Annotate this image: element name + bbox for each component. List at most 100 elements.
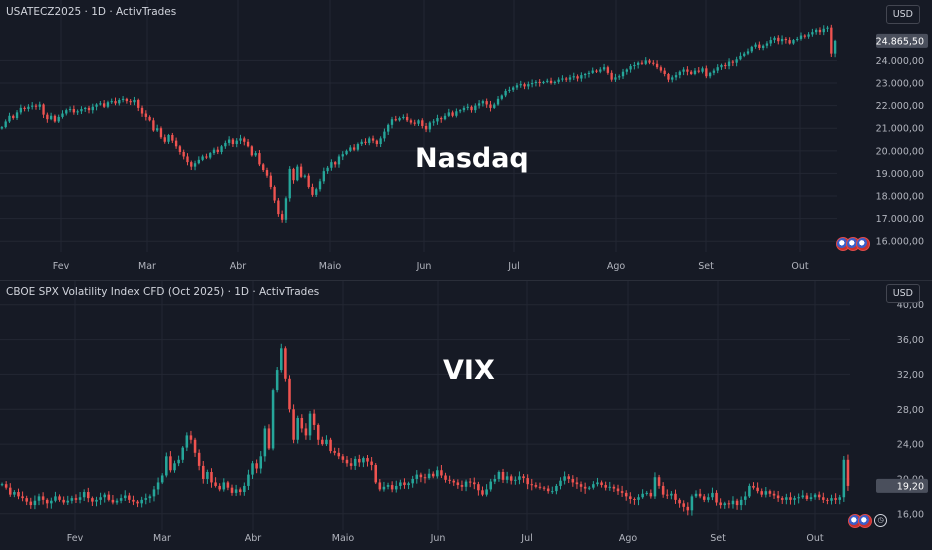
candle-body bbox=[218, 485, 221, 490]
candle-body bbox=[177, 459, 180, 464]
candle-body bbox=[838, 497, 842, 500]
candle-body bbox=[417, 120, 420, 124]
candle-body bbox=[440, 470, 443, 476]
candle-body bbox=[440, 118, 443, 120]
candle-body bbox=[12, 115, 15, 119]
candle-body bbox=[222, 482, 226, 490]
event-markers[interactable]: ◷ bbox=[848, 514, 887, 528]
candle-body bbox=[818, 29, 822, 33]
candle-body bbox=[809, 497, 813, 499]
candle-body bbox=[91, 498, 94, 502]
candle-body bbox=[379, 138, 382, 145]
chart-watermark: Nasdaq bbox=[415, 143, 529, 174]
candle-body bbox=[46, 114, 49, 120]
vix-chart-canvas[interactable]: FevMarAbrMaioJunJulAgoSetOut16,0020,0024… bbox=[0, 281, 932, 550]
candle-body bbox=[258, 153, 261, 165]
candle-body bbox=[345, 459, 349, 464]
candle-body bbox=[604, 485, 607, 488]
candle-body bbox=[462, 107, 466, 111]
candle-body bbox=[413, 122, 416, 124]
candle-body bbox=[640, 62, 644, 64]
candle-body bbox=[144, 498, 148, 500]
candle-body bbox=[678, 71, 681, 76]
candle-body bbox=[587, 487, 591, 489]
candle-body bbox=[329, 439, 332, 452]
candle-body bbox=[119, 498, 123, 501]
candle-body bbox=[682, 503, 685, 507]
pane-divider[interactable] bbox=[0, 280, 932, 281]
candle-body bbox=[618, 76, 621, 78]
candle-body bbox=[518, 476, 521, 480]
candle-body bbox=[19, 107, 23, 113]
x-tick-label: Set bbox=[710, 533, 726, 544]
x-tick-label: Ago bbox=[607, 261, 626, 272]
candle-body bbox=[129, 101, 132, 103]
candle-body bbox=[780, 498, 784, 500]
candle-body bbox=[686, 506, 690, 511]
candle-body bbox=[530, 83, 534, 85]
candle-body bbox=[118, 99, 121, 104]
nasdaq-chart-pane[interactable]: Fev Mar Abr Maio Jun Jul Ago Set Out 16.000,00 17.… bbox=[0, 0, 932, 280]
candle-body bbox=[366, 458, 369, 462]
candle-body bbox=[4, 484, 8, 488]
candle-body bbox=[760, 491, 763, 495]
candle-body bbox=[201, 465, 205, 479]
candle-body bbox=[308, 413, 312, 436]
candle-body bbox=[87, 107, 91, 111]
candle-body bbox=[49, 115, 53, 120]
candle-body bbox=[390, 119, 394, 125]
candle-body bbox=[21, 496, 24, 499]
last-price-label: 19,20 bbox=[897, 481, 924, 492]
candle-body bbox=[655, 63, 659, 68]
candle-body bbox=[458, 110, 462, 112]
candle-body bbox=[171, 135, 174, 141]
y-tick-label: 40,00 bbox=[897, 300, 924, 311]
event-markers[interactable] bbox=[836, 237, 870, 251]
x-tick-label: Jul bbox=[520, 533, 532, 544]
candle-body bbox=[91, 106, 94, 111]
candle-body bbox=[394, 119, 397, 121]
candle-body bbox=[182, 151, 185, 157]
candle-body bbox=[62, 499, 65, 503]
candle-body bbox=[423, 477, 427, 479]
us-flag-icon[interactable] bbox=[856, 237, 870, 251]
candle-body bbox=[185, 435, 189, 448]
candle-body bbox=[575, 482, 579, 485]
y-tick-label: 16,00 bbox=[897, 509, 924, 520]
currency-button[interactable]: USD bbox=[885, 284, 920, 303]
candle-body bbox=[587, 72, 591, 74]
candle-body bbox=[481, 101, 485, 104]
candle-body bbox=[50, 500, 53, 504]
candle-body bbox=[333, 451, 336, 453]
candle-body bbox=[284, 198, 288, 220]
vix-chart-pane[interactable]: FevMarAbrMaioJunJulAgoSetOut16,0020,0024… bbox=[0, 281, 932, 550]
candle-body bbox=[769, 40, 772, 44]
candle-body bbox=[269, 175, 272, 187]
candle-body bbox=[616, 488, 620, 492]
candle-body bbox=[288, 168, 291, 199]
candle-body bbox=[561, 78, 564, 80]
candle-body bbox=[115, 500, 119, 503]
candle-body bbox=[817, 494, 821, 498]
y-tick-label: 23.000,00 bbox=[876, 79, 924, 90]
candle-body bbox=[186, 156, 189, 163]
candle-body bbox=[756, 487, 759, 492]
candle-body bbox=[693, 70, 697, 74]
clock-icon[interactable]: ◷ bbox=[874, 514, 887, 527]
candle-body bbox=[95, 499, 98, 502]
us-flag-icon[interactable] bbox=[858, 514, 872, 528]
candle-body bbox=[87, 492, 90, 499]
candle-body bbox=[707, 497, 710, 500]
candle-body bbox=[719, 502, 722, 506]
y-tick-label: 24,00 bbox=[897, 440, 924, 451]
candle-body bbox=[370, 461, 373, 466]
candle-body bbox=[625, 69, 628, 72]
candle-body bbox=[807, 34, 810, 37]
candle-body bbox=[702, 496, 706, 500]
candle-body bbox=[132, 499, 135, 502]
candle-body bbox=[193, 163, 197, 167]
nasdaq-chart-canvas[interactable]: Fev Mar Abr Maio Jun Jul Ago Set Out 16.000,00 17.… bbox=[0, 0, 932, 280]
currency-button[interactable]: USD bbox=[885, 5, 920, 24]
candle-body bbox=[251, 463, 254, 475]
candle-body bbox=[137, 99, 140, 108]
